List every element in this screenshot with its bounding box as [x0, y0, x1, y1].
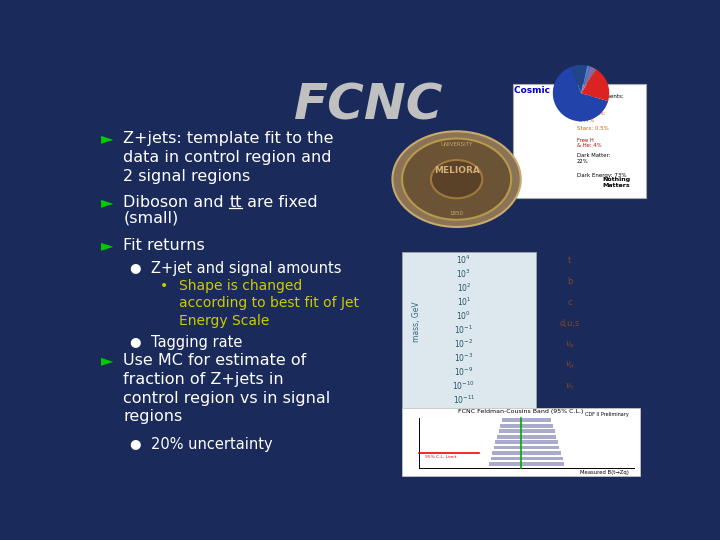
FancyBboxPatch shape: [513, 84, 646, 198]
Wedge shape: [553, 66, 608, 122]
Text: •: •: [160, 279, 168, 293]
Text: $10^{-1}$: $10^{-1}$: [454, 323, 474, 336]
Circle shape: [392, 131, 521, 227]
Text: 58: 58: [621, 462, 639, 476]
Text: $\nu_\mu$: $\nu_\mu$: [564, 360, 575, 372]
Text: tt: tt: [229, 195, 242, 210]
Text: Shape is changed
according to best fit of Jet
Energy Scale: Shape is changed according to best fit o…: [179, 279, 359, 328]
Text: Use MC for estimate of
fraction of Z+jets in
control region vs in signal
regions: Use MC for estimate of fraction of Z+jet…: [124, 354, 330, 424]
Text: Heavy Elements:: Heavy Elements:: [577, 94, 624, 99]
Text: 20% uncertainty: 20% uncertainty: [151, 437, 273, 453]
Text: 1850: 1850: [449, 211, 464, 216]
Text: Fit returns: Fit returns: [124, 238, 205, 253]
Circle shape: [402, 138, 511, 220]
Text: $\nu_e$: $\nu_e$: [565, 340, 575, 350]
Bar: [502, 418, 552, 422]
Wedge shape: [581, 69, 596, 93]
Text: are fixed: are fixed: [242, 195, 318, 210]
Text: $10^{-3}$: $10^{-3}$: [454, 352, 474, 364]
Text: Z+jet and signal amounts: Z+jet and signal amounts: [151, 261, 342, 276]
Text: $10^{-11}$: $10^{-11}$: [453, 393, 475, 406]
Text: $10^{-10}$: $10^{-10}$: [452, 380, 475, 392]
Text: ►: ►: [101, 195, 114, 210]
Bar: [492, 451, 561, 455]
Text: t: t: [568, 256, 572, 265]
Text: d,u,s: d,u,s: [559, 319, 580, 328]
Text: ●: ●: [129, 261, 140, 274]
Text: $10^{3}$: $10^{3}$: [456, 268, 472, 280]
Text: ►: ►: [101, 238, 114, 253]
Text: mass, GeV: mass, GeV: [412, 302, 421, 342]
FancyBboxPatch shape: [402, 408, 639, 476]
Bar: [494, 446, 559, 449]
FancyBboxPatch shape: [402, 252, 536, 408]
Wedge shape: [581, 66, 595, 93]
Text: CDF II Preliminary: CDF II Preliminary: [585, 413, 629, 417]
Text: $10^{4}$: $10^{4}$: [456, 254, 472, 266]
Text: UNIVERSITY: UNIVERSITY: [441, 142, 473, 147]
Wedge shape: [581, 70, 609, 101]
Text: $10^{-2}$: $10^{-2}$: [454, 338, 474, 350]
Text: ►: ►: [101, 131, 114, 146]
Text: Free H
& He: 4%: Free H & He: 4%: [577, 138, 602, 148]
Text: 0.03%: 0.03%: [577, 102, 595, 106]
Text: Dark Matter:
22%: Dark Matter: 22%: [577, 153, 611, 164]
Text: $10^{1}$: $10^{1}$: [456, 296, 471, 308]
Text: c: c: [567, 298, 572, 307]
Text: Neutrinos:: Neutrinos:: [577, 111, 606, 116]
Bar: [497, 435, 556, 438]
Text: $10^{-9}$: $10^{-9}$: [454, 366, 474, 378]
Text: $10^{0}$: $10^{0}$: [456, 310, 472, 322]
Text: 0.47%: 0.47%: [577, 118, 595, 123]
Wedge shape: [581, 65, 590, 93]
Text: $10^{2}$: $10^{2}$: [456, 282, 471, 294]
Text: 95% C.L. Limit: 95% C.L. Limit: [425, 455, 456, 459]
Text: ►: ►: [101, 354, 114, 368]
Text: MELIORA: MELIORA: [433, 166, 480, 176]
Text: (small): (small): [124, 210, 179, 225]
Text: b: b: [567, 277, 572, 286]
Wedge shape: [572, 65, 587, 93]
Bar: [499, 429, 554, 433]
Text: FCNC: FCNC: [294, 82, 444, 130]
Text: ●: ●: [129, 437, 140, 450]
Text: Dark Energy: 73%: Dark Energy: 73%: [577, 173, 626, 178]
Text: $\nu_\tau$: $\nu_\tau$: [564, 382, 575, 392]
Text: Tagging rate: Tagging rate: [151, 335, 243, 350]
Text: Z+jets: template fit to the
data in control region and
2 signal regions: Z+jets: template fit to the data in cont…: [124, 131, 334, 184]
Text: Nothing
Matters: Nothing Matters: [602, 177, 630, 188]
Text: FCNC Feldman-Cousins Band (95% C.L.): FCNC Feldman-Cousins Band (95% C.L.): [459, 409, 584, 415]
Circle shape: [431, 160, 482, 198]
Bar: [490, 457, 562, 461]
Bar: [495, 440, 558, 444]
Bar: [500, 424, 553, 428]
Text: ●: ●: [129, 335, 140, 348]
Text: Stars: 0.5%: Stars: 0.5%: [577, 126, 609, 131]
Bar: [489, 462, 564, 466]
Text: Measured B(t→Zq): Measured B(t→Zq): [580, 470, 629, 475]
Text: Cosmic Pie: Cosmic Pie: [515, 85, 570, 94]
Text: Diboson and: Diboson and: [124, 195, 229, 210]
